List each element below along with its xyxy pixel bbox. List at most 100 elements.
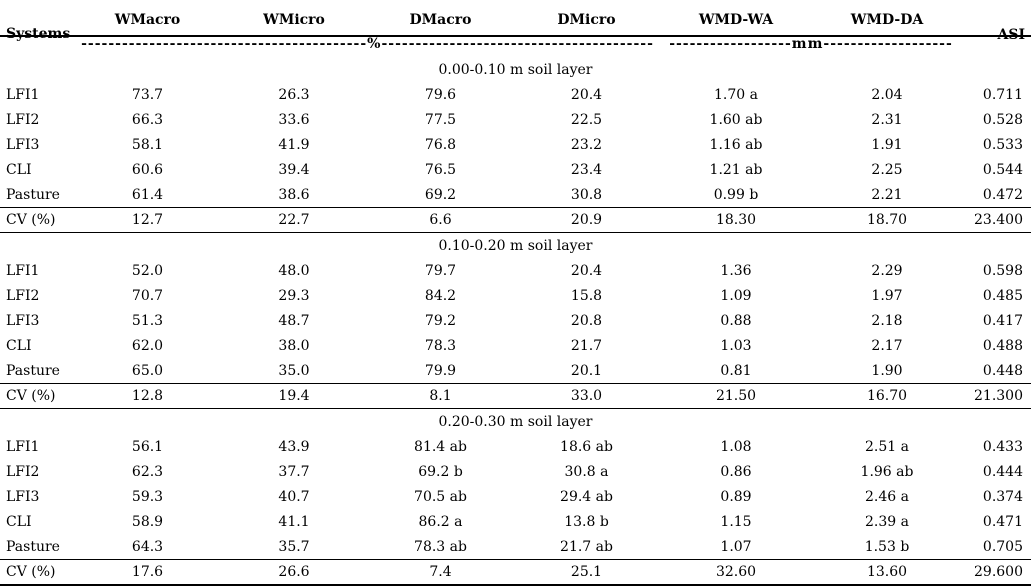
value-cell: 21.7 — [570, 337, 603, 354]
system-cell: CV (%) — [0, 383, 75, 409]
value-cell: 1.70 a — [714, 86, 758, 103]
value-cell: 2.17 — [871, 337, 903, 354]
system-cell: CLI — [6, 513, 32, 530]
section-title-row: 0.10-0.20 m soil layer — [0, 233, 1031, 259]
value-cell: 0.99 b — [713, 186, 759, 203]
value-cell: 41.9 — [278, 136, 310, 153]
value-cell: 30.8 a — [564, 463, 609, 480]
value-cell: 2.51 a — [865, 438, 909, 455]
mm-unit-dashes: ------------------mm------------------- — [669, 36, 953, 52]
value-cell: 2.31 — [871, 111, 903, 128]
value-cell: 26.6 — [220, 559, 368, 586]
value-cell: 6.6 — [368, 207, 513, 233]
asi-value-cell: 21.300 — [962, 383, 1031, 409]
value-cell: 1.08 — [720, 438, 752, 455]
table-row: LFI3 51.3 48.7 79.2 20.8 0.88 2.18 0.417 — [0, 308, 1031, 333]
value-cell: 17.6 — [75, 559, 220, 586]
asi-value-cell: 23.400 — [962, 207, 1031, 233]
value-cell: 7.4 — [368, 559, 513, 586]
header-rule-line — [0, 35, 1031, 37]
table-row: LFI1 73.7 26.3 79.6 20.4 1.70 a 2.04 0.711 — [0, 82, 1031, 107]
value-cell: 8.1 — [368, 383, 513, 409]
table-row: CLI 62.0 38.0 78.3 21.7 1.03 2.17 0.488 — [0, 333, 1031, 358]
asi-value-cell: 0.544 — [982, 161, 1023, 178]
value-cell: 76.5 — [424, 161, 457, 178]
section-title: 0.00-0.10 m soil layer — [438, 61, 593, 78]
asi-value-cell: 0.471 — [982, 513, 1023, 530]
system-cell: LFI1 — [6, 262, 40, 279]
value-cell: 23.4 — [570, 161, 603, 178]
value-cell: 59.3 — [131, 488, 164, 505]
value-cell: 1.90 — [871, 362, 903, 379]
asi-value-cell: 0.417 — [982, 312, 1023, 329]
value-cell: 20.1 — [570, 362, 603, 379]
value-cell: 79.2 — [424, 312, 457, 329]
value-cell: 2.18 — [871, 312, 903, 329]
system-cell: LFI2 — [6, 463, 40, 480]
column-header-wmd-wa: WMD-WA — [698, 12, 774, 28]
value-cell: 0.81 — [720, 362, 752, 379]
value-cell: 1.03 — [720, 337, 752, 354]
value-cell: 62.0 — [131, 337, 164, 354]
value-cell: 19.4 — [220, 383, 368, 409]
value-cell: 1.60 ab — [709, 111, 763, 128]
asi-value-cell: 0.598 — [982, 262, 1023, 279]
value-cell: 13.8 b — [564, 513, 609, 530]
system-cell: CV (%) — [0, 207, 75, 233]
value-cell: 29.3 — [278, 287, 310, 304]
value-cell: 1.07 — [720, 538, 752, 555]
value-cell: 60.6 — [131, 161, 164, 178]
table-row: LFI1 56.1 43.9 81.4 ab 18.6 ab 1.08 2.51 a 0.43… — [0, 434, 1031, 459]
value-cell: 86.2 a — [418, 513, 463, 530]
value-cell: 2.39 a — [865, 513, 909, 530]
value-cell: 70.5 ab — [414, 488, 467, 505]
header-row: Systems WMacro WMicro DMacro DMicro WMD-… — [0, 2, 1031, 43]
value-cell: 1.53 b — [864, 538, 910, 555]
value-cell: 1.16 ab — [709, 136, 763, 153]
value-cell: 0.89 — [720, 488, 752, 505]
asi-value-cell: 29.600 — [962, 559, 1031, 586]
cv-row: CV (%) 12.8 19.4 8.1 33.0 21.50 16.70 21.300 — [0, 383, 1031, 409]
table-row: LFI3 58.1 41.9 76.8 23.2 1.16 ab 1.91 0.533 — [0, 132, 1031, 157]
value-cell: 1.91 — [871, 136, 903, 153]
asi-value-cell: 0.705 — [982, 538, 1023, 555]
value-cell: 40.7 — [278, 488, 310, 505]
table-row: Pasture 64.3 35.7 78.3 ab 21.7 ab 1.07 1.53 b 0… — [0, 534, 1031, 560]
value-cell: 78.3 — [424, 337, 457, 354]
table-row: LFI2 66.3 33.6 77.5 22.5 1.60 ab 2.31 0.528 — [0, 107, 1031, 132]
value-cell: 69.2 — [424, 186, 457, 203]
asi-value-cell: 0.433 — [982, 438, 1023, 455]
system-cell: Pasture — [6, 538, 60, 555]
asi-value-cell: 0.711 — [982, 86, 1023, 103]
value-cell: 30.8 — [570, 186, 603, 203]
value-cell: 23.2 — [570, 136, 603, 153]
value-cell: 48.0 — [278, 262, 310, 279]
table-row: LFI3 59.3 40.7 70.5 ab 29.4 ab 0.89 2.46 a 0.37… — [0, 484, 1031, 509]
value-cell: 58.9 — [131, 513, 164, 530]
value-cell: 62.3 — [131, 463, 164, 480]
column-header-asi: ASI — [962, 2, 1031, 57]
value-cell: 79.9 — [424, 362, 457, 379]
value-cell: 21.7 ab — [560, 538, 613, 555]
value-cell: 18.6 ab — [560, 438, 613, 455]
system-cell: Pasture — [6, 186, 60, 203]
system-cell: CV (%) — [0, 559, 75, 586]
value-cell: 56.1 — [131, 438, 164, 455]
value-cell: 1.97 — [871, 287, 903, 304]
table-row: Pasture 61.4 38.6 69.2 30.8 0.99 b 2.21 0.472 — [0, 182, 1031, 208]
value-cell: 32.60 — [660, 559, 812, 586]
value-cell: 35.0 — [278, 362, 310, 379]
value-cell: 69.2 b — [418, 463, 463, 480]
value-cell: 37.7 — [278, 463, 310, 480]
value-cell: 13.60 — [812, 559, 962, 586]
value-cell: 18.70 — [812, 207, 962, 233]
value-cell: 70.7 — [131, 287, 164, 304]
column-header-wmacro: WMacro — [114, 12, 181, 28]
value-cell: 22.5 — [570, 111, 603, 128]
table-row: LFI1 52.0 48.0 79.7 20.4 1.36 2.29 0.598 — [0, 258, 1031, 283]
value-cell: 15.8 — [570, 287, 603, 304]
value-cell: 65.0 — [131, 362, 164, 379]
value-cell: 1.36 — [720, 262, 752, 279]
value-cell: 81.4 ab — [414, 438, 467, 455]
